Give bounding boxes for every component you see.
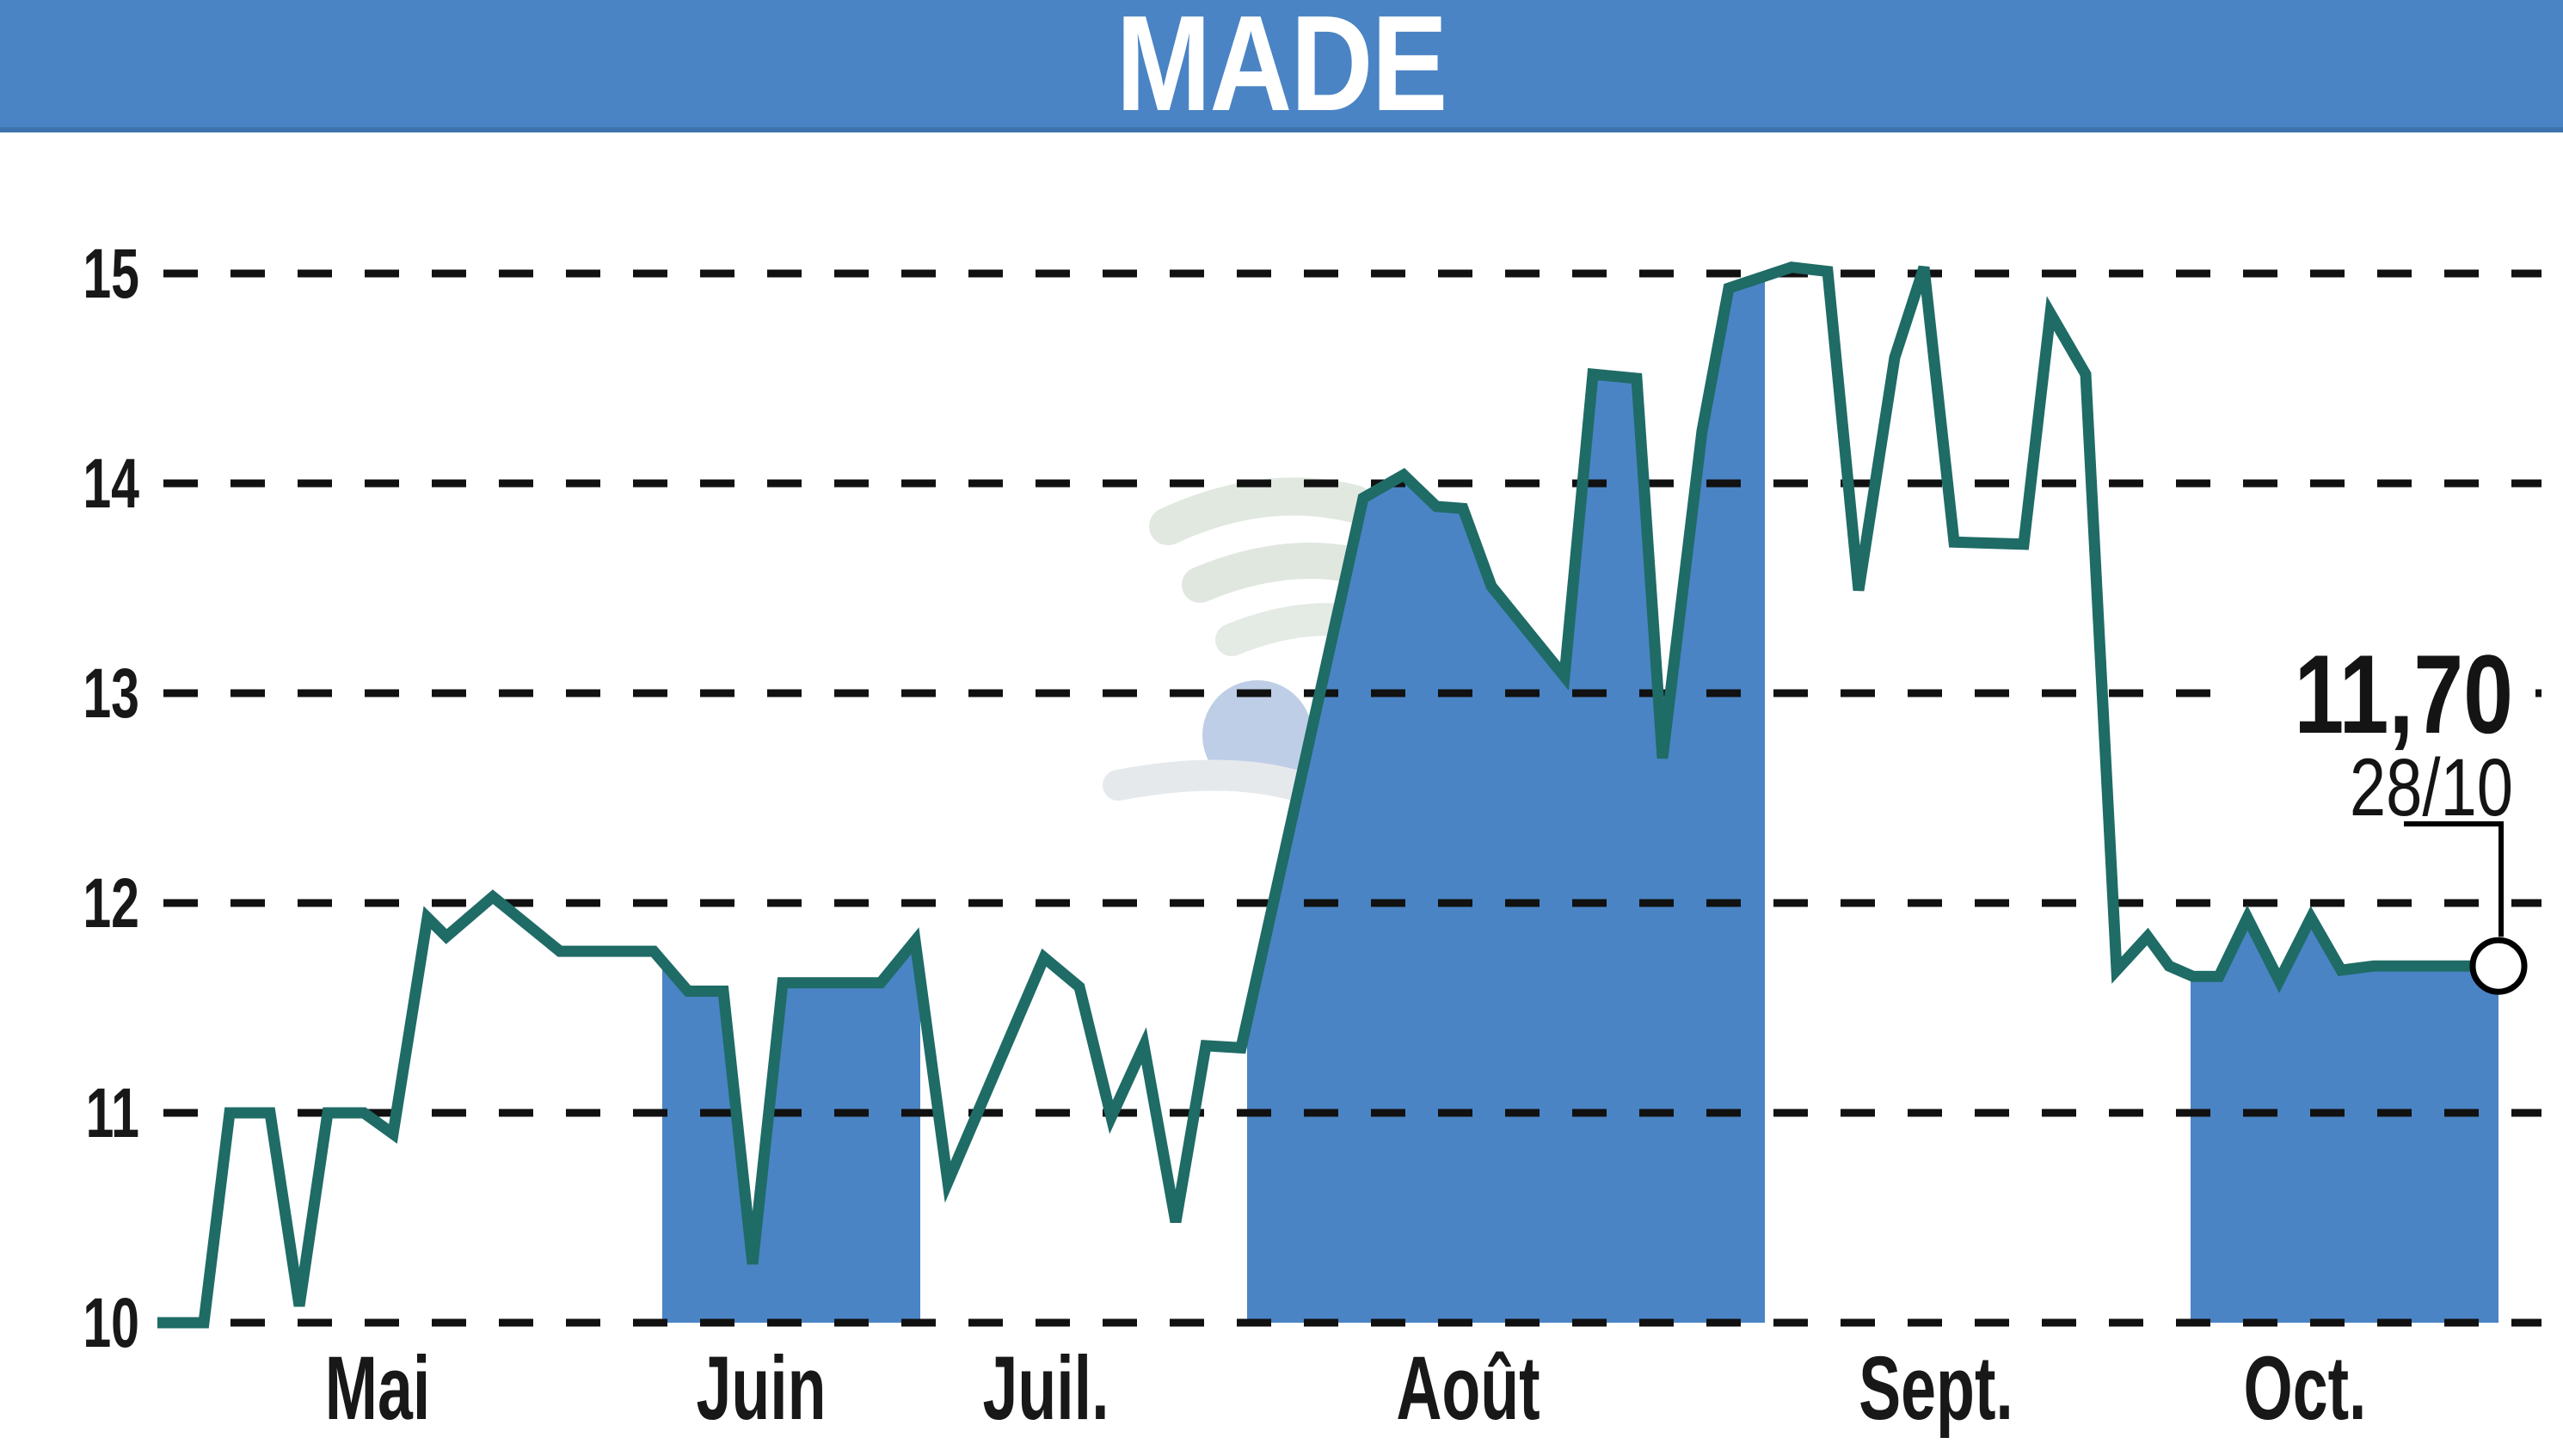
- month-fill-areas: [662, 276, 2498, 1323]
- last-date-label: 28/10: [2350, 742, 2513, 833]
- x-month-label: Mai: [325, 1338, 430, 1439]
- month-fill-Juin: [662, 940, 920, 1323]
- y-tick-label-14: 14: [83, 445, 139, 524]
- x-month-label: Août: [1396, 1338, 1540, 1439]
- y-tick-label-11: 11: [86, 1074, 139, 1153]
- annotation-connector-line: [2404, 821, 2504, 937]
- watermark-logo: [1103, 477, 1392, 801]
- page-title: MADE: [1116, 0, 1448, 139]
- x-month-label: Oct.: [2244, 1338, 2367, 1439]
- y-tick-label-13: 13: [83, 654, 139, 734]
- x-month-label: Juil.: [982, 1338, 1109, 1439]
- y-tick-label-15: 15: [83, 235, 139, 314]
- last-price-annotation: 11,70 28/10: [2236, 631, 2535, 995]
- x-axis-labels: Mai Juin Juil. Août Sept. Oct.: [325, 1338, 2367, 1439]
- y-axis-labels: 10 11 12 13 14 15: [83, 235, 139, 1363]
- x-month-label: Sept.: [1859, 1338, 2013, 1439]
- annotation-background: [2236, 638, 2535, 822]
- header-bar: MADE: [0, 0, 2563, 132]
- endpoint-marker: [2469, 937, 2528, 995]
- y-tick-label-10: 10: [83, 1284, 139, 1363]
- last-price-label: 11,70: [2294, 631, 2513, 757]
- month-fill-Oct.: [2191, 918, 2498, 1323]
- price-line: [157, 261, 2498, 1329]
- month-fill-Août: [1247, 276, 1765, 1323]
- y-tick-label-12: 12: [83, 864, 139, 943]
- x-month-label: Juin: [696, 1338, 826, 1439]
